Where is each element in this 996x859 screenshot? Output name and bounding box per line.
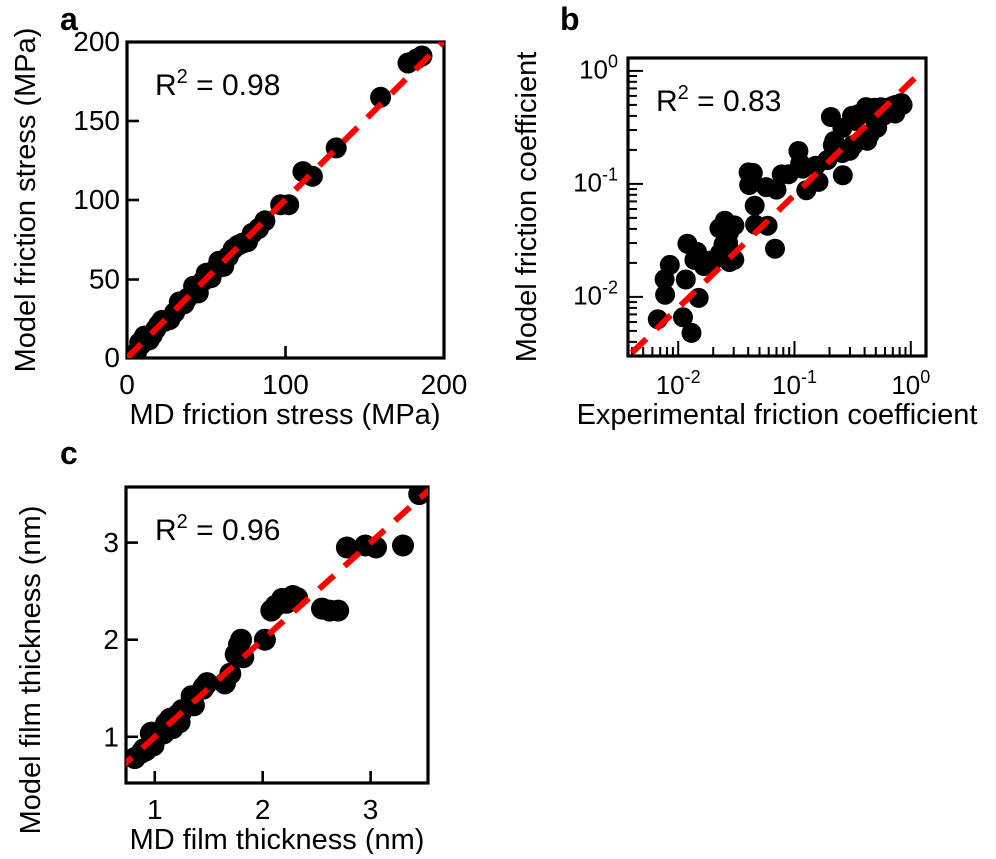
svg-text:Model film thickness (nm): Model film thickness (nm) — [15, 506, 47, 835]
svg-text:2: 2 — [255, 794, 271, 825]
svg-text:0: 0 — [104, 342, 120, 373]
svg-text:3: 3 — [103, 527, 119, 558]
svg-text:100: 100 — [262, 369, 309, 400]
svg-text:b: b — [560, 1, 580, 37]
svg-text:200: 200 — [421, 369, 468, 400]
svg-text:50: 50 — [89, 264, 120, 295]
svg-text:200: 200 — [73, 26, 120, 57]
svg-text:Model friction coefficient: Model friction coefficient — [511, 52, 543, 363]
svg-text:MD film thickness (nm): MD film thickness (nm) — [130, 824, 425, 854]
svg-text:100: 100 — [73, 184, 120, 215]
svg-text:2: 2 — [103, 624, 119, 655]
svg-text:MD friction stress (MPa): MD friction stress (MPa) — [130, 399, 441, 431]
svg-text:R2 = 0.98: R2 = 0.98 — [155, 66, 280, 102]
svg-text:0: 0 — [119, 369, 135, 400]
svg-text:Experimental friction coeffici: Experimental friction coefficient — [577, 399, 978, 431]
svg-text:R2 = 0.83: R2 = 0.83 — [656, 82, 781, 118]
svg-text:150: 150 — [73, 105, 120, 136]
svg-text:1: 1 — [103, 721, 119, 752]
svg-text:R2 = 0.96: R2 = 0.96 — [155, 511, 280, 547]
svg-text:3: 3 — [363, 794, 379, 825]
svg-text:Model friction stress (MPa): Model friction stress (MPa) — [10, 28, 42, 373]
svg-text:1: 1 — [147, 794, 163, 825]
svg-text:c: c — [60, 435, 78, 471]
